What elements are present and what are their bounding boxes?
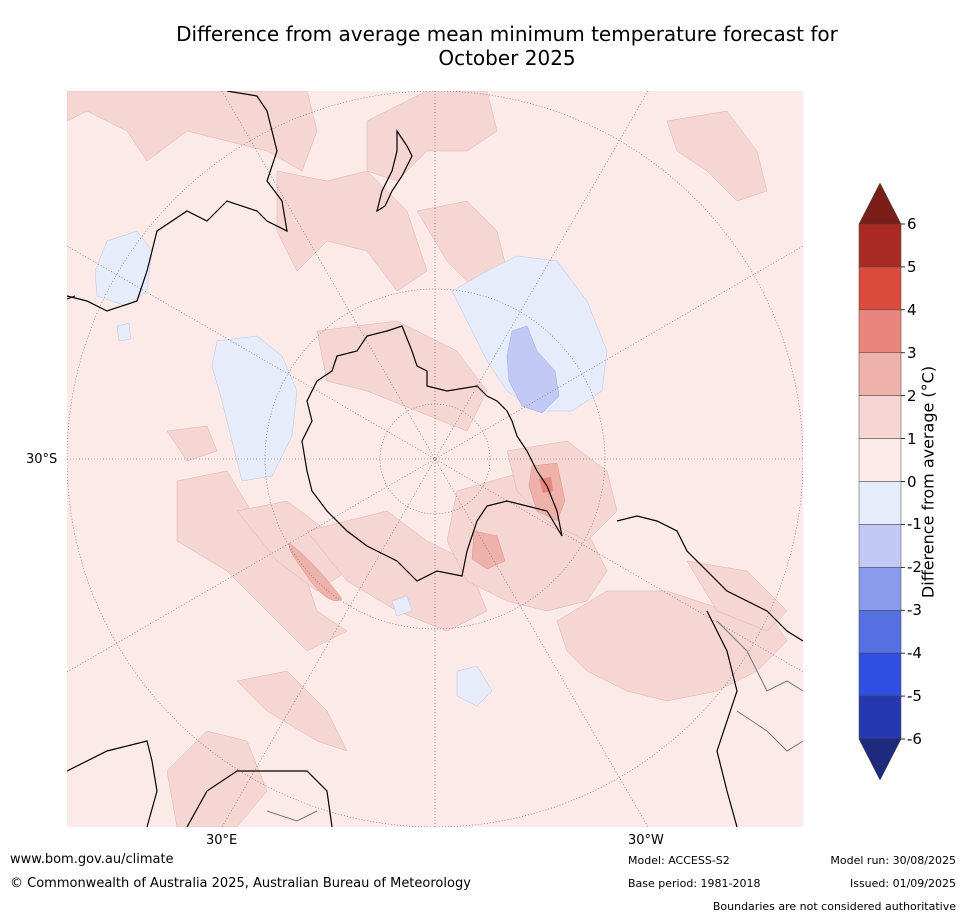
colorbar-tick-label: 5 — [907, 257, 917, 276]
lon-label-30e: 30°E — [206, 833, 238, 848]
colorbar-box-m5_m4 — [858, 652, 902, 697]
colorbar-tick-label: 0 — [907, 472, 917, 491]
lat-label-30s: 30°S — [26, 452, 58, 467]
colorbar-box-m1_0 — [858, 481, 902, 525]
footer-model-run: Model run: 30/08/2025 — [830, 854, 956, 867]
colorbar-tick-label: -6 — [907, 730, 922, 748]
colorbar-box-2_3 — [858, 352, 902, 396]
colorbar-box-0_1 — [858, 438, 902, 482]
colorbar-box-m4_m3 — [858, 610, 902, 654]
title-line-1: Difference from average mean minimum tem… — [176, 22, 838, 46]
colorbar-box-3_4 — [858, 309, 902, 354]
colorbar-tick-label: 2 — [907, 386, 917, 405]
map-canvas — [67, 91, 803, 827]
coastlines — [67, 91, 803, 827]
colorbar-tick-label: -4 — [907, 644, 922, 663]
lon-label-30w: 30°W — [628, 833, 664, 848]
colorbar-tick-label: 6 — [907, 215, 917, 233]
footer-copyright: © Commonwealth of Australia 2025, Austra… — [10, 876, 471, 891]
colorbar-extend-bottom — [858, 738, 902, 781]
graticule — [67, 91, 803, 827]
colorbar-extend-top — [858, 182, 902, 225]
forecast-map[interactable] — [67, 91, 803, 827]
anomaly-1-to-2-regions — [67, 91, 788, 827]
colorbar-boxes — [858, 223, 902, 740]
colorbar-tick-label: -2 — [907, 558, 922, 577]
colorbar-box-m6_m5 — [858, 695, 902, 740]
footer-base-period: Base period: 1981-2018 — [628, 877, 761, 890]
footer-issued: Issued: 01/09/2025 — [849, 877, 956, 890]
footer-disclaimer: Boundaries are not considered authoritat… — [712, 900, 956, 913]
colorbar-box-5_6 — [858, 223, 902, 268]
colorbar-box-m2_m1 — [858, 524, 902, 568]
map-title: Difference from average mean minimum tem… — [67, 22, 947, 70]
colorbar-tick-label: -1 — [907, 515, 922, 534]
colorbar-tick-label: -3 — [907, 601, 922, 620]
colorbar-tick-label: 4 — [907, 300, 917, 319]
colorbar-box-4_5 — [858, 266, 902, 311]
anomaly-minus2-to-minus1-patch — [506, 325, 560, 414]
colorbar-tick-label: -5 — [907, 687, 922, 706]
colorbar-tick-label: 3 — [907, 343, 917, 362]
footer-url[interactable]: www.bom.gov.au/climate — [10, 852, 174, 867]
anomaly-background — [67, 91, 803, 827]
footer-model: Model: ACCESS-S2 — [628, 854, 730, 867]
colorbar-tick-label: 1 — [907, 429, 917, 448]
colorbar-label: Difference from average (°C) — [918, 365, 938, 599]
colorbar-box-1_2 — [858, 395, 902, 439]
colorbar-box-m3_m2 — [858, 567, 902, 611]
colorbar-ticks — [901, 223, 905, 740]
country-borders — [266, 620, 803, 822]
title-line-2: October 2025 — [438, 46, 576, 70]
